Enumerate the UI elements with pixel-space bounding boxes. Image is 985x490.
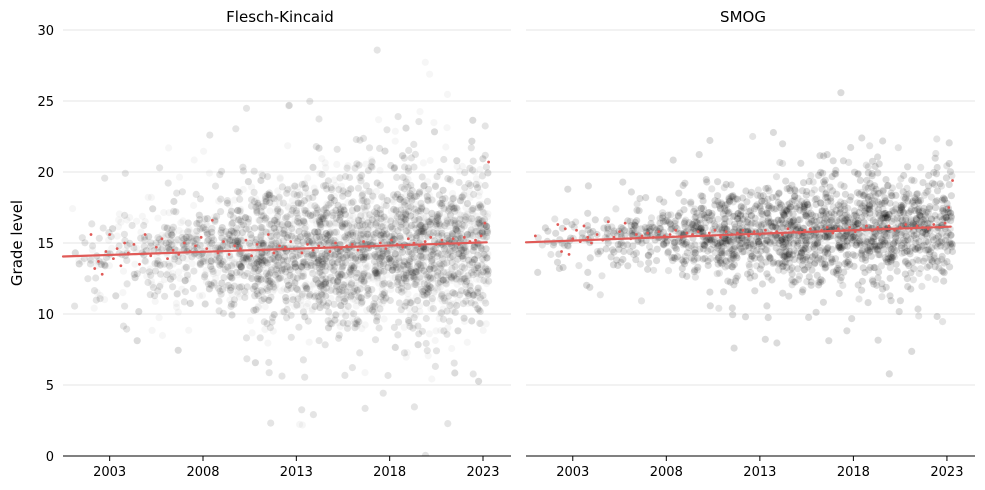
cloud-point <box>284 142 291 149</box>
cloud-point <box>306 339 313 346</box>
cloud-point <box>426 71 433 78</box>
cloud-point <box>266 369 273 376</box>
cloud-point <box>243 355 250 362</box>
cloud-point <box>264 340 271 347</box>
cloud-point <box>79 234 86 241</box>
cloud-point <box>381 315 388 322</box>
cloud-point <box>159 332 166 339</box>
cloud-point <box>173 304 180 311</box>
cloud-point <box>149 327 156 334</box>
cloud-point <box>392 138 399 145</box>
cloud-point <box>416 108 423 115</box>
cloud-point <box>115 216 122 223</box>
cloud-point <box>482 182 489 189</box>
cloud-point <box>375 116 382 123</box>
cloud-point <box>160 209 167 216</box>
cloud-point <box>306 98 313 105</box>
cloud-point <box>322 341 329 348</box>
cloud-point <box>247 317 254 324</box>
cloud-point <box>361 369 368 376</box>
cloud-point <box>243 105 250 112</box>
cloud-point <box>392 128 399 135</box>
cloud-point <box>262 303 269 310</box>
cloud-point <box>299 421 306 428</box>
cloud-point <box>165 144 172 151</box>
cloud-point <box>91 305 98 312</box>
cloud-point <box>333 161 340 168</box>
cloud-point <box>131 261 138 268</box>
cloud-point <box>69 205 76 212</box>
cloud-point <box>362 405 369 412</box>
cloud-point <box>420 159 427 166</box>
cloud-point <box>448 345 455 352</box>
cloud-point <box>177 219 184 226</box>
cloud-point <box>156 314 163 321</box>
cloud-point <box>404 290 411 297</box>
cloud-point <box>483 320 490 327</box>
cloud-point <box>428 375 435 382</box>
cloud-point <box>215 298 222 305</box>
cloud-point <box>376 167 383 174</box>
cloud-point <box>191 156 198 163</box>
cloud-point <box>267 420 274 427</box>
cloud-point <box>175 268 182 275</box>
cloud-point <box>277 175 284 182</box>
panel-title: Flesch-Kincaid <box>226 8 334 26</box>
cloud-point <box>196 292 203 299</box>
cloud-point <box>334 146 341 153</box>
cloud-point <box>426 330 433 337</box>
cloud-point <box>480 327 487 334</box>
cloud-point <box>444 91 451 98</box>
cloud-point <box>427 157 434 164</box>
cloud-point <box>190 202 197 209</box>
cloud-point <box>249 329 256 336</box>
cloud-point <box>206 170 213 177</box>
cloud-point <box>411 306 418 313</box>
cloud-point <box>119 289 126 296</box>
cloud-point <box>120 268 127 275</box>
cloud-point <box>301 374 308 381</box>
y-gridlines <box>63 29 511 386</box>
cloud-point <box>322 159 329 166</box>
cloud-point <box>206 132 213 139</box>
cloud-point <box>144 279 151 286</box>
cloud-point <box>430 119 437 126</box>
cloud-point <box>185 327 192 334</box>
cloud-point <box>464 339 471 346</box>
cloud-point <box>422 59 429 66</box>
cloud-point <box>101 175 108 182</box>
density-cloud <box>69 47 492 460</box>
cloud-point <box>96 235 103 242</box>
cloud-point <box>442 143 449 150</box>
panel-flesch-kincaid: Flesch-Kincaid 2003 2008 2013 2018 2023 … <box>8 8 511 480</box>
cloud-point <box>476 166 483 173</box>
cloud-point <box>200 148 207 155</box>
cloud-point <box>145 194 152 201</box>
cloud-point <box>432 337 439 344</box>
cloud-point <box>154 215 161 222</box>
cloud-point <box>176 174 183 181</box>
cloud-point <box>443 124 450 131</box>
cloud-point <box>440 316 447 323</box>
cloud-point <box>114 233 121 240</box>
